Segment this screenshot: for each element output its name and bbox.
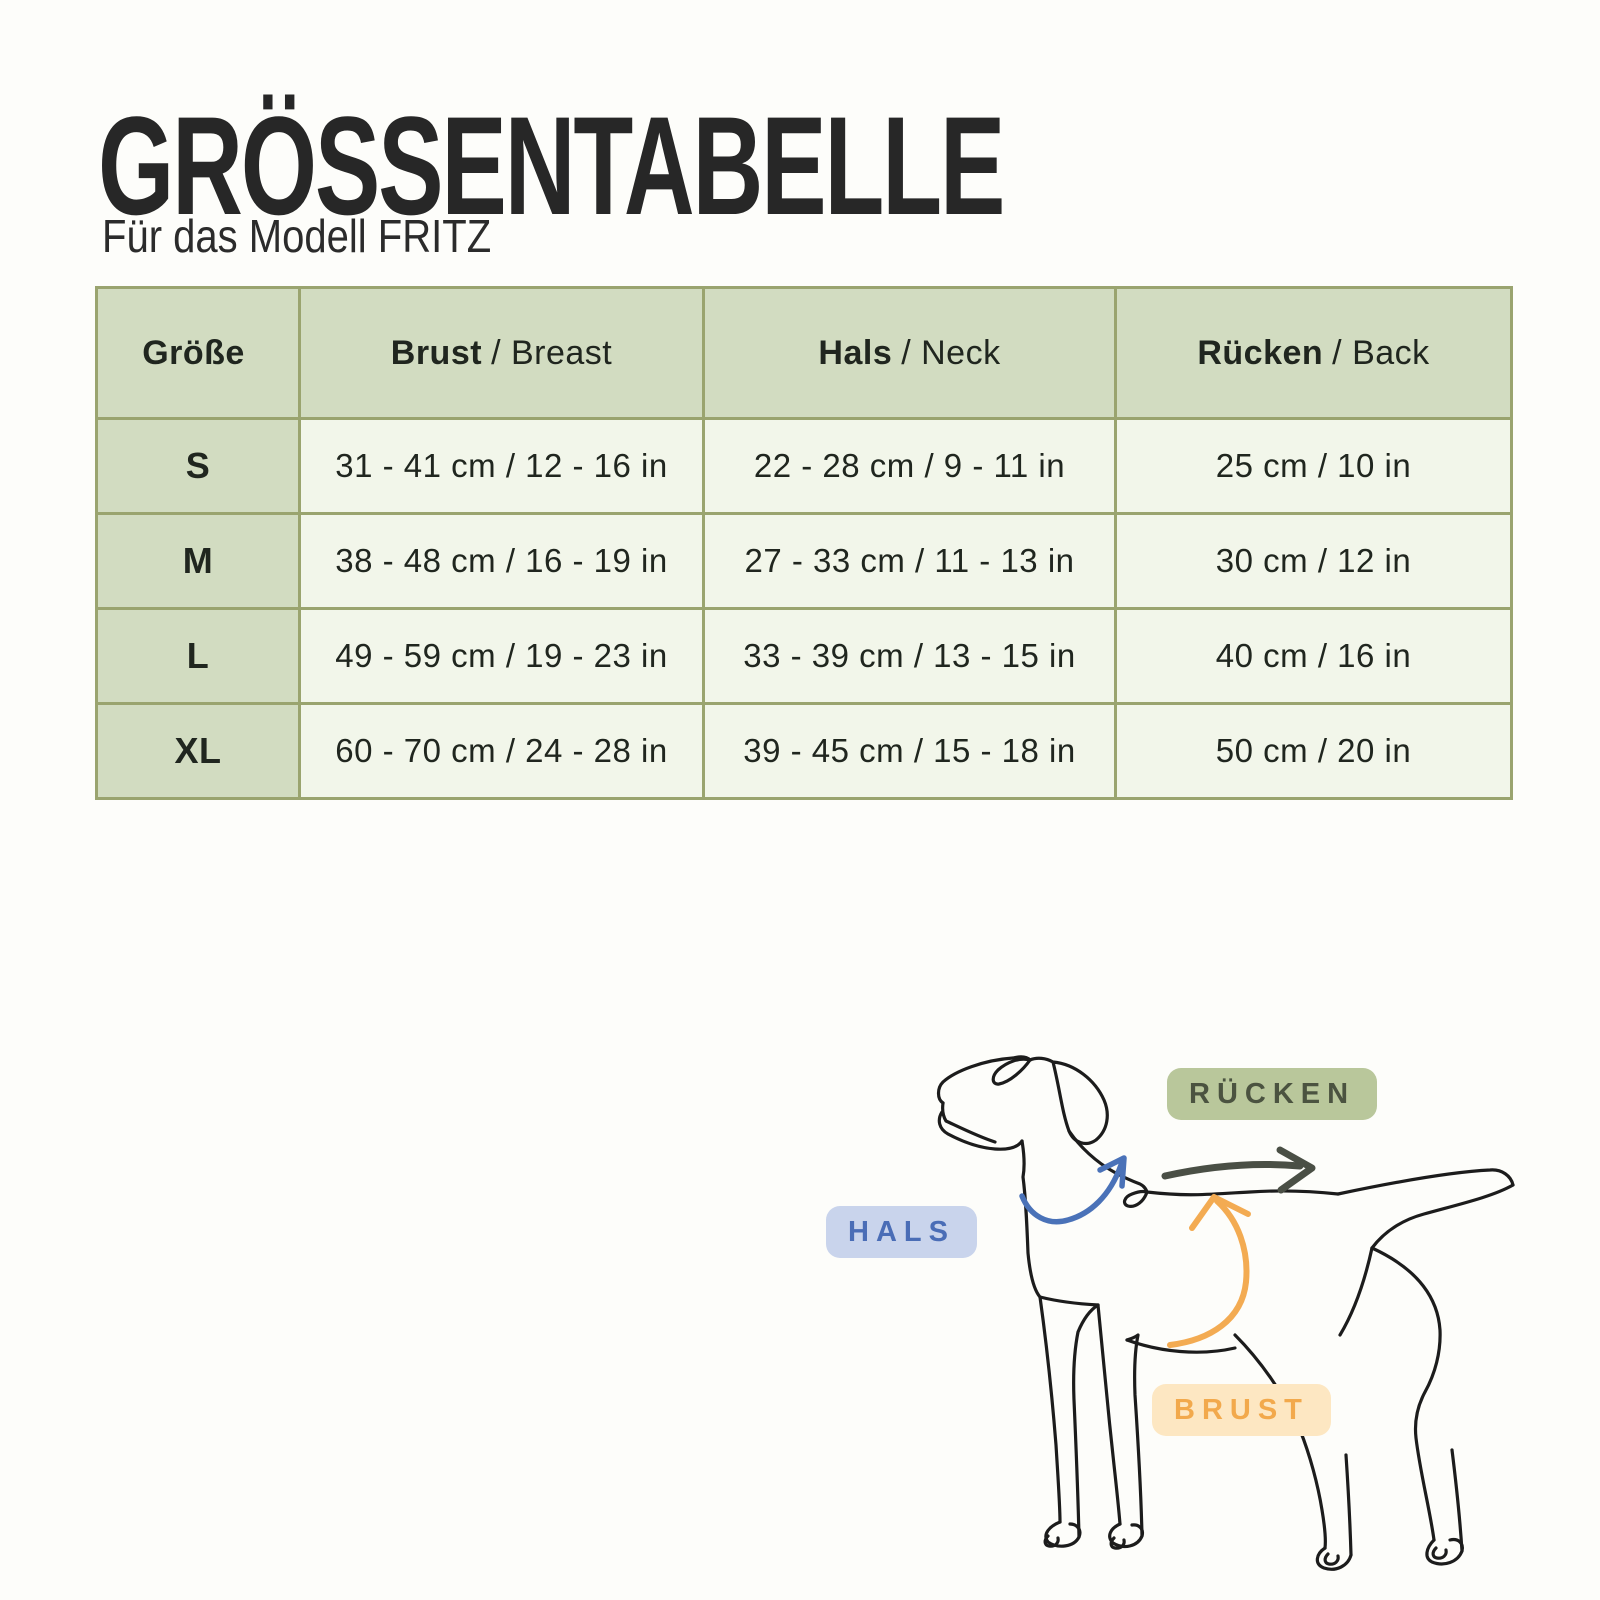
- neck-measure-arrow: [1019, 1155, 1127, 1225]
- table-row: M 38 - 48 cm / 16 - 19 in 27 - 33 cm / 1…: [95, 512, 1513, 610]
- dog-illustration: [936, 1055, 1515, 1571]
- ruecken-label: RÜCKEN: [1167, 1068, 1378, 1120]
- back-measure-arrow: [1161, 1146, 1316, 1194]
- column-header-ruecken: Rücken / Back: [1114, 286, 1513, 420]
- size-cell: XL: [95, 702, 301, 800]
- size-table-container: Größe Brust / Breast Hals / Neck Rücken / B…: [95, 286, 1513, 800]
- size-table: Größe Brust / Breast Hals / Neck Rücken / B…: [95, 286, 1513, 800]
- brust-cell: 60 - 70 cm / 24 - 28 in: [298, 702, 705, 800]
- hals-cell: 39 - 45 cm / 15 - 18 in: [702, 702, 1117, 800]
- chest-measure-arrow: [1167, 1194, 1251, 1348]
- column-header-hals: Hals / Neck: [702, 286, 1117, 420]
- ruecken-cell: 50 cm / 20 in: [1114, 702, 1513, 800]
- brust-cell: 38 - 48 cm / 16 - 19 in: [298, 512, 705, 610]
- page-subtitle: Für das Modell FRITZ: [102, 210, 492, 262]
- ruecken-cell: 25 cm / 10 in: [1114, 417, 1513, 515]
- brust-cell: 31 - 41 cm / 12 - 16 in: [298, 417, 705, 515]
- table-row: XL 60 - 70 cm / 24 - 28 in 39 - 45 cm / …: [95, 702, 1513, 800]
- hals-cell: 27 - 33 cm / 11 - 13 in: [702, 512, 1117, 610]
- column-header-label: Größe: [142, 333, 245, 372]
- hals-label: HALS: [826, 1206, 977, 1258]
- table-header-row: Größe Brust / Breast Hals / Neck Rücken / B…: [95, 286, 1513, 420]
- page-title: GRÖSSENTABELLE: [98, 87, 1005, 244]
- column-header-groesse: Größe: [95, 286, 301, 420]
- ruecken-cell: 30 cm / 12 in: [1114, 512, 1513, 610]
- column-header-label: Hals: [818, 333, 893, 372]
- table-row: L 49 - 59 cm / 19 - 23 in 33 - 39 cm / 1…: [95, 607, 1513, 705]
- dog-outline: [936, 1055, 1515, 1571]
- column-header-label: Rücken: [1197, 333, 1324, 372]
- table-row: S 31 - 41 cm / 12 - 16 in 22 - 28 cm / 9…: [95, 417, 1513, 515]
- measurement-diagram: RÜCKEN HALS BRUST: [780, 1000, 1580, 1600]
- size-cell: L: [95, 607, 301, 705]
- hals-cell: 33 - 39 cm / 13 - 15 in: [702, 607, 1117, 705]
- size-cell: M: [95, 512, 301, 610]
- size-cell: S: [95, 417, 301, 515]
- column-header-label: Brust: [390, 333, 483, 372]
- hals-cell: 22 - 28 cm / 9 - 11 in: [702, 417, 1117, 515]
- ruecken-cell: 40 cm / 16 in: [1114, 607, 1513, 705]
- brust-label: BRUST: [1152, 1384, 1331, 1436]
- brust-cell: 49 - 59 cm / 19 - 23 in: [298, 607, 705, 705]
- column-header-brust: Brust / Breast: [298, 286, 705, 420]
